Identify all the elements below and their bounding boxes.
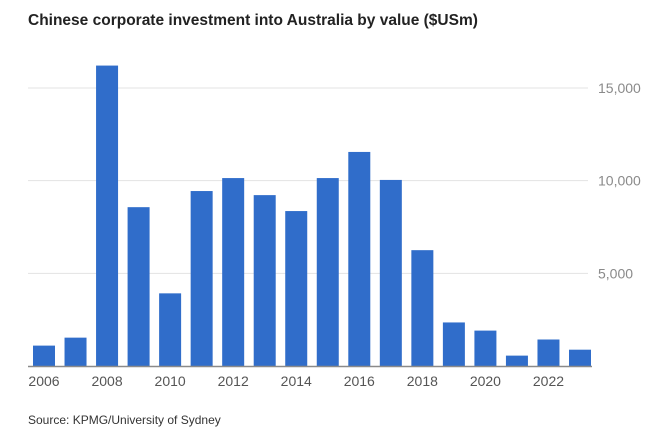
bar-2014 — [285, 211, 308, 366]
bar-2008 — [96, 65, 119, 366]
bar-2010 — [159, 293, 182, 366]
bar-2017 — [379, 179, 402, 366]
source-note: Source: KPMG/University of Sydney — [28, 413, 221, 427]
bar-2019 — [442, 322, 465, 366]
bar-2011 — [190, 191, 213, 366]
x-tick-label: 2006 — [28, 373, 59, 389]
x-tick-label: 2018 — [407, 373, 438, 389]
x-tick-label: 2022 — [533, 373, 564, 389]
bar-2009 — [127, 207, 150, 366]
bar-2023 — [569, 349, 591, 366]
bar-2018 — [411, 250, 434, 366]
x-tick-label: 2014 — [281, 373, 312, 389]
bar-2022 — [537, 339, 560, 366]
x-tick-label: 2010 — [155, 373, 186, 389]
y-tick-label: 10,000 — [598, 173, 641, 189]
x-tick-label: 2016 — [344, 373, 375, 389]
bar-2013 — [253, 195, 276, 366]
y-tick-label: 15,000 — [598, 80, 641, 96]
bar-2006 — [33, 345, 55, 366]
x-tick-label: 2012 — [218, 373, 249, 389]
bar-2015 — [316, 178, 339, 366]
bar-2012 — [222, 178, 245, 366]
y-tick-label: 5,000 — [598, 265, 633, 281]
chart-title: Chinese corporate investment into Austra… — [28, 12, 478, 29]
bar-2021 — [505, 355, 528, 366]
bar-2020 — [474, 330, 497, 366]
bar-2016 — [348, 151, 371, 366]
x-tick-label: 2008 — [91, 373, 122, 389]
bar-2007 — [64, 337, 87, 366]
x-tick-label: 2020 — [470, 373, 501, 389]
